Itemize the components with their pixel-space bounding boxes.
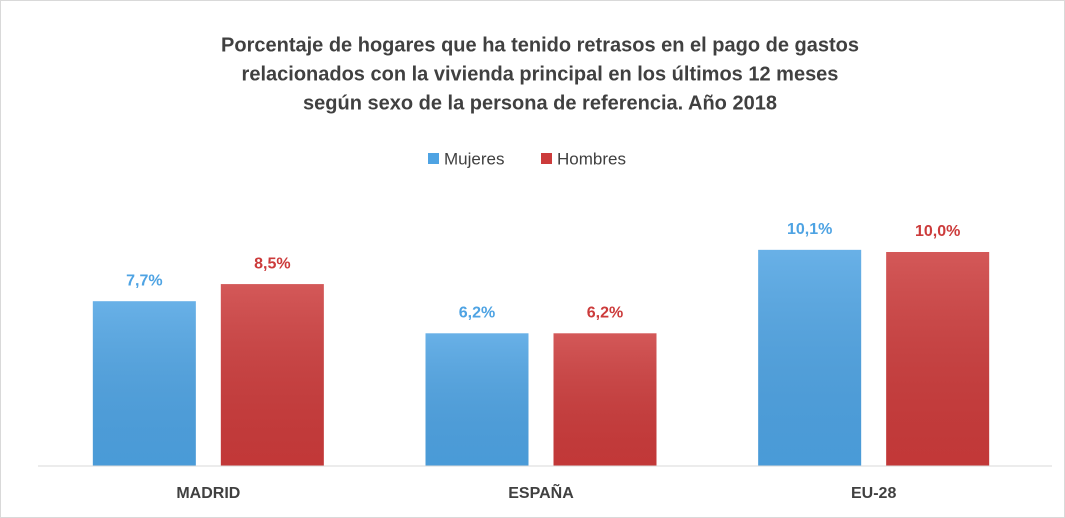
bar-shade xyxy=(425,333,529,466)
data-label: 10,1% xyxy=(787,221,832,238)
data-label: 8,5% xyxy=(254,255,290,272)
legend-label: Mujeres xyxy=(444,149,504,168)
x-tick-label: MADRID xyxy=(176,485,240,502)
x-tick-label: EU-28 xyxy=(851,485,896,502)
data-label: 6,2% xyxy=(587,305,623,322)
bar-shade xyxy=(553,333,657,466)
data-label: 7,7% xyxy=(126,272,162,289)
bar-shade xyxy=(92,301,196,466)
bar-shade xyxy=(220,284,324,466)
legend-swatch xyxy=(541,153,552,164)
legend-swatch xyxy=(428,153,439,164)
chart-title: relacionados con la vivienda principal e… xyxy=(242,63,839,85)
data-label: 10,0% xyxy=(915,223,960,240)
bar-shade xyxy=(758,249,862,466)
x-tick-label: ESPAÑA xyxy=(508,482,574,502)
legend-label: Hombres xyxy=(557,149,626,168)
chart-title: según sexo de la persona de referencia. … xyxy=(303,92,777,114)
data-label: 6,2% xyxy=(459,305,495,322)
bar-shade xyxy=(886,252,990,466)
chart-title: Porcentaje de hogares que ha tenido retr… xyxy=(221,34,859,56)
